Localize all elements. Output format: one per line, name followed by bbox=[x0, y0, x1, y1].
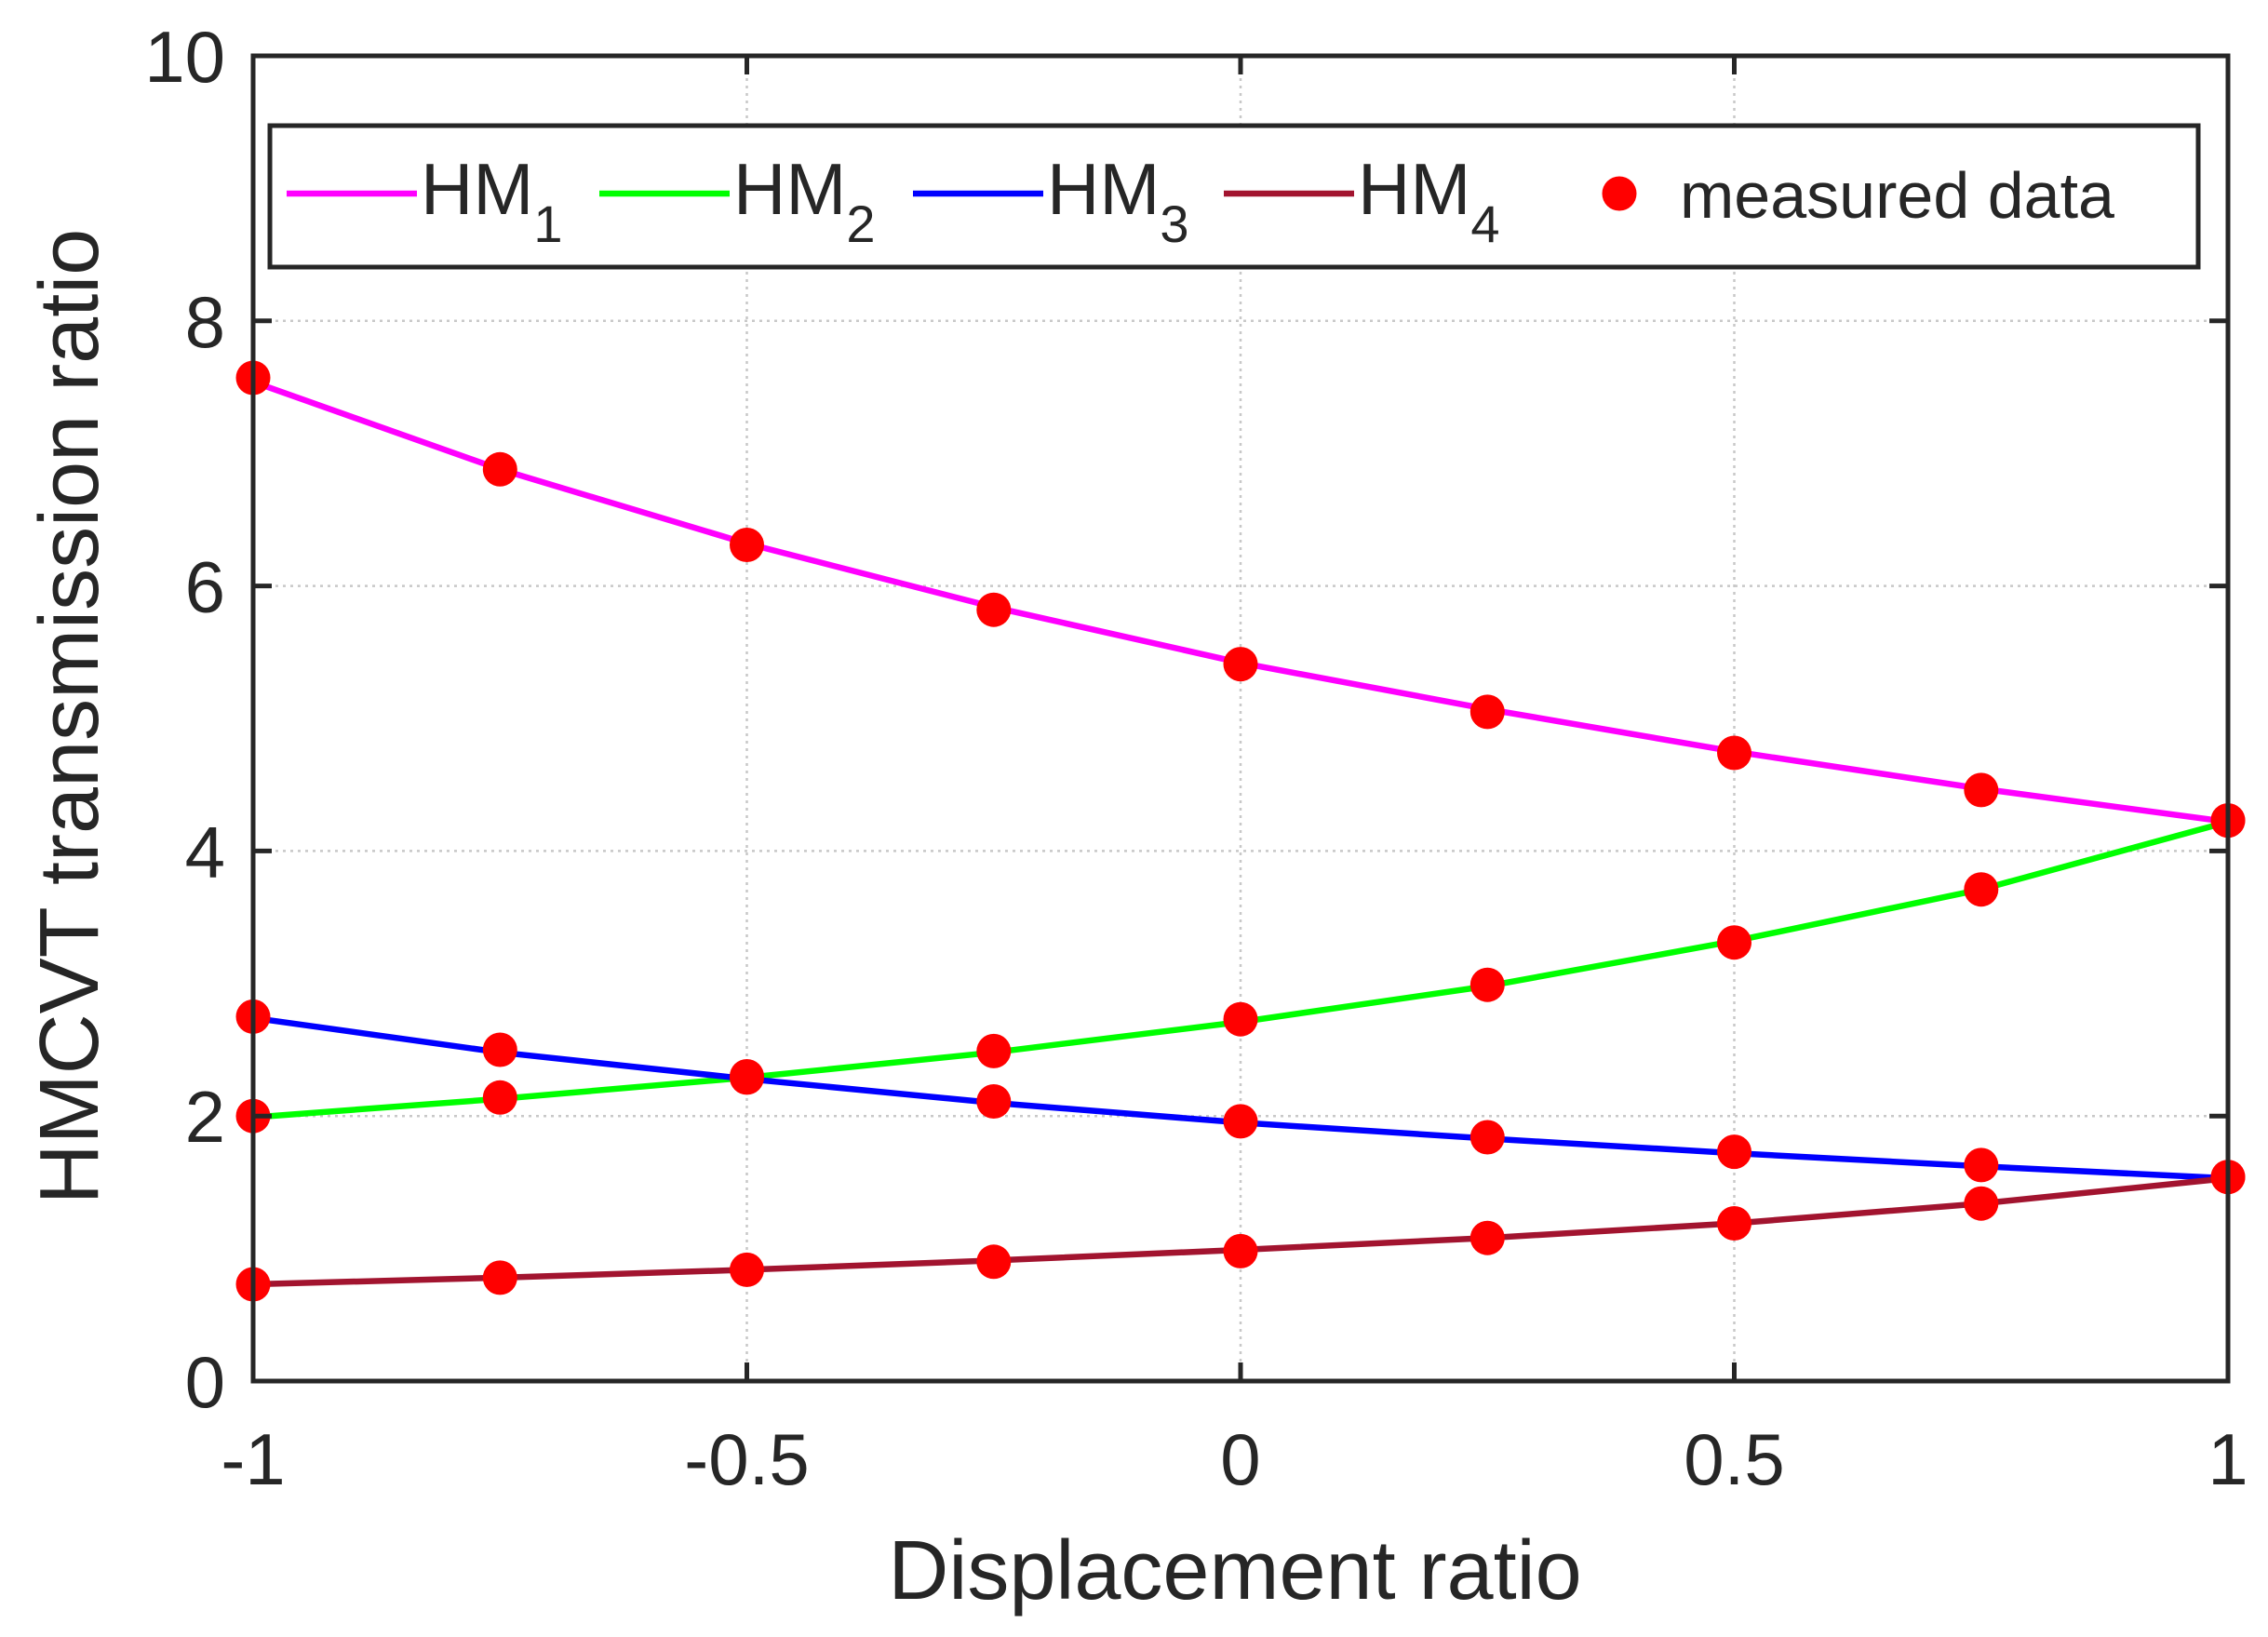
measured-point bbox=[1964, 1147, 1999, 1183]
measured-point bbox=[1470, 1120, 1505, 1155]
y-axis-label: HMCVT transmission ratio bbox=[23, 229, 116, 1205]
legend-subscript: 2 bbox=[846, 195, 875, 253]
legend-subscript: 1 bbox=[533, 195, 562, 253]
measured-point bbox=[1717, 925, 1751, 960]
legend: HM1 HM2 HM3 HM4 measured data bbox=[267, 123, 2201, 270]
grid bbox=[253, 56, 2228, 1381]
y-tick-label: 10 bbox=[144, 16, 225, 98]
measured-point bbox=[1223, 1233, 1258, 1268]
y-tick-label: 2 bbox=[185, 1076, 225, 1158]
measured-point bbox=[1964, 772, 1999, 808]
measured-point bbox=[1223, 1104, 1258, 1139]
x-tick-label: 0 bbox=[1220, 1418, 1260, 1500]
measured-point bbox=[1964, 1186, 1999, 1221]
measured-point bbox=[482, 1260, 517, 1295]
measured-point bbox=[730, 1059, 764, 1094]
measured-point bbox=[730, 528, 764, 562]
measured-point bbox=[482, 1080, 517, 1115]
x-tick-label: 0.5 bbox=[1684, 1418, 1784, 1500]
measured-point bbox=[482, 1032, 517, 1067]
measured-point bbox=[1470, 694, 1505, 730]
measured-point bbox=[1964, 872, 1999, 907]
measured-point bbox=[1717, 1206, 1751, 1241]
measured-point bbox=[1470, 1220, 1505, 1255]
measured-point bbox=[976, 1244, 1012, 1280]
measured-point bbox=[482, 451, 517, 487]
legend-swatch-measured bbox=[1602, 176, 1637, 211]
measured-point bbox=[1223, 647, 1258, 682]
measured-point bbox=[1717, 1134, 1751, 1170]
measured-point bbox=[976, 592, 1012, 627]
y-tick-label: 8 bbox=[185, 281, 225, 363]
legend-label-measured: measured data bbox=[1680, 159, 2114, 232]
legend-subscript: 4 bbox=[1470, 195, 1499, 253]
x-tick-label: -1 bbox=[221, 1418, 285, 1500]
measured-points bbox=[235, 360, 2246, 1302]
y-tick-label: 0 bbox=[185, 1341, 225, 1423]
measured-point bbox=[1470, 967, 1505, 1002]
measured-point bbox=[976, 1033, 1012, 1068]
x-tick-label: -0.5 bbox=[684, 1418, 809, 1500]
measured-point bbox=[1717, 735, 1751, 771]
legend-subscript: 3 bbox=[1160, 195, 1188, 253]
x-axis-label: Displacement ratio bbox=[888, 1524, 1581, 1617]
x-tick-label: 1 bbox=[2208, 1418, 2248, 1500]
measured-point bbox=[976, 1084, 1012, 1119]
y-tick-label: 6 bbox=[185, 546, 225, 628]
y-tick-label: 4 bbox=[185, 811, 225, 892]
measured-point bbox=[730, 1252, 764, 1287]
measured-point bbox=[1223, 1001, 1258, 1037]
